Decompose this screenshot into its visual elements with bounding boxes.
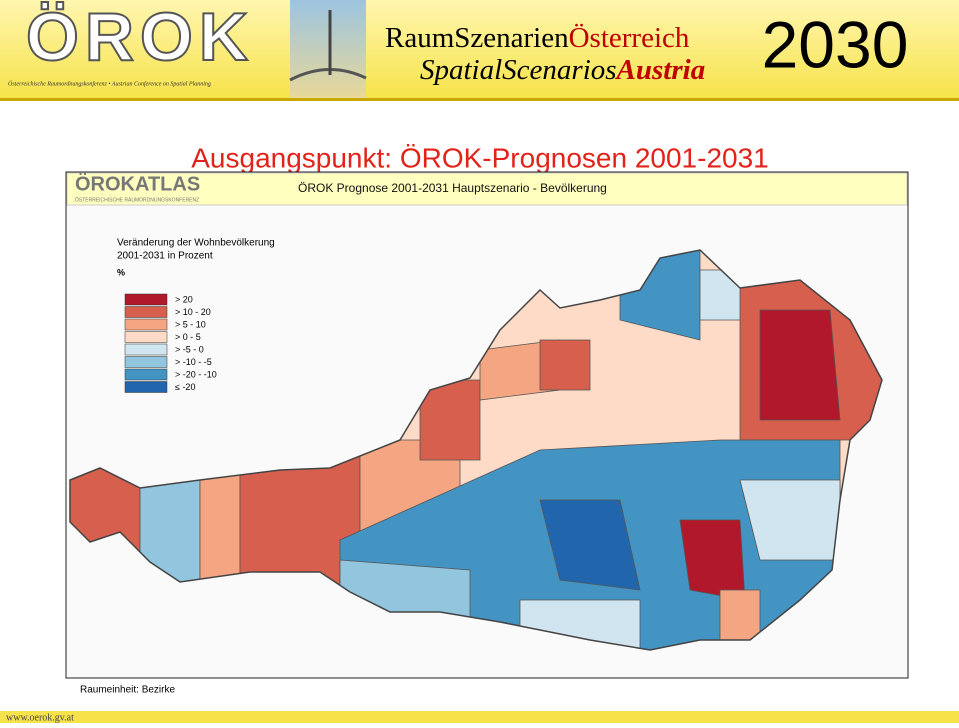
region xyxy=(540,340,590,390)
logo-subtitle: Österreichische Raumordnungskonferenz • … xyxy=(8,79,211,87)
legend-label: > 5 - 10 xyxy=(175,319,206,329)
region xyxy=(760,310,840,420)
legend-label: > -20 - -10 xyxy=(175,369,217,379)
atlas-brand: ÖROKATLAS xyxy=(75,172,200,195)
header-text: SpatialScenarios xyxy=(420,54,617,86)
legend-label: > 10 - 20 xyxy=(175,307,211,317)
legend-label: > 20 xyxy=(175,294,193,304)
legend-swatch xyxy=(125,319,167,330)
slide-title: Ausgangspunkt: ÖROK-Prognosen 2001-2031 xyxy=(191,142,769,173)
legend-swatch xyxy=(125,344,167,355)
legend-label: > -10 - -5 xyxy=(175,357,212,367)
legend-label: > 0 - 5 xyxy=(175,332,201,342)
footer-url: www.oerok.gv.at xyxy=(6,712,74,723)
legend-title: Veränderung der Wohnbevölkerung xyxy=(117,238,275,249)
legend-label: ≤ -20 xyxy=(175,382,195,392)
legend-swatch xyxy=(125,357,167,368)
slide-canvas: ÖROK Österreichische Raumordnungskonfere… xyxy=(0,0,959,723)
slide: ÖROK Österreichische Raumordnungskonfere… xyxy=(0,0,959,723)
legend-title: 2001-2031 in Prozent xyxy=(117,251,213,262)
legend-swatch xyxy=(125,382,167,393)
unit-note: Raumeinheit: Bezirke xyxy=(80,685,175,696)
bridge-photo xyxy=(290,0,366,98)
logo: ÖROK xyxy=(26,0,254,75)
legend-unit: % xyxy=(117,267,125,277)
legend-label: > -5 - 0 xyxy=(175,344,204,354)
region xyxy=(720,590,760,640)
header-line2: SpatialScenariosAustria xyxy=(420,54,705,86)
header-rule xyxy=(0,98,959,101)
legend-swatch xyxy=(125,369,167,380)
legend-swatch xyxy=(125,294,167,305)
header-text: Austria xyxy=(615,54,706,86)
header-text: Österreich xyxy=(569,22,690,54)
header-year: 2030 xyxy=(762,7,909,81)
legend-swatch xyxy=(125,307,167,318)
map-heading: ÖROK Prognose 2001-2031 Hauptszenario - … xyxy=(298,181,607,195)
legend-swatch xyxy=(125,332,167,343)
atlas-brand-subtitle: ÖSTERREICHISCHE RAUMORDNUNGSKONFERENZ xyxy=(75,196,199,203)
region xyxy=(680,520,745,600)
header-line1: RaumSzenarienÖsterreich xyxy=(385,22,690,54)
header-text: RaumSzenarien xyxy=(385,22,569,54)
footer-band xyxy=(0,711,959,723)
